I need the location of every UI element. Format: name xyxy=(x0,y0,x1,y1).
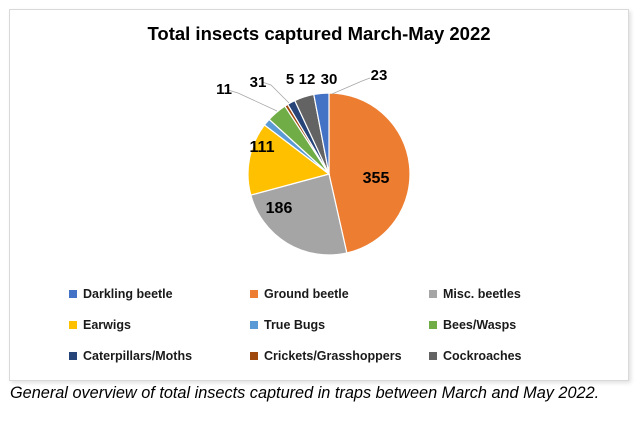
svg-text:12: 12 xyxy=(299,71,316,88)
svg-text:186: 186 xyxy=(266,200,293,217)
svg-text:111: 111 xyxy=(250,139,275,156)
svg-text:355: 355 xyxy=(363,170,390,187)
svg-text:23: 23 xyxy=(371,67,388,84)
svg-text:31: 31 xyxy=(250,74,267,91)
svg-text:11: 11 xyxy=(216,81,232,98)
svg-text:5: 5 xyxy=(286,71,294,88)
svg-text:30: 30 xyxy=(321,71,338,88)
